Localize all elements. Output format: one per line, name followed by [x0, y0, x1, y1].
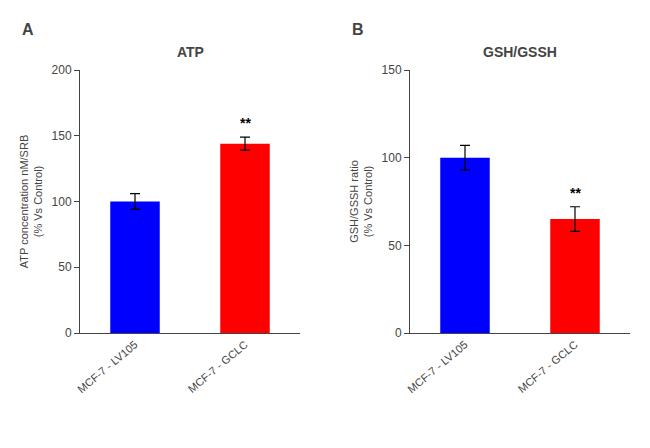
- svg-text:50: 50: [388, 239, 402, 253]
- svg-text:ATP concentration nM/SRB(% Vs: ATP concentration nM/SRB(% Vs Control): [18, 135, 44, 268]
- svg-text:MCF-7 - LV105: MCF-7 - LV105: [405, 338, 470, 395]
- svg-text:100: 100: [382, 151, 402, 165]
- svg-text:50: 50: [58, 260, 72, 274]
- svg-text:150: 150: [52, 129, 72, 143]
- svg-text:100: 100: [52, 195, 72, 209]
- svg-text:0: 0: [395, 326, 402, 340]
- svg-text:GSH/GSSH ratio(% Vs Control): GSH/GSSH ratio(% Vs Control): [348, 160, 374, 243]
- svg-text:MCF-7 - GCLC: MCF-7 - GCLC: [515, 338, 579, 395]
- svg-text:B: B: [352, 21, 364, 38]
- svg-text:200: 200: [52, 63, 72, 77]
- svg-text:**: **: [240, 115, 251, 131]
- svg-text:MCF-7 - LV105: MCF-7 - LV105: [75, 338, 140, 395]
- svg-text:150: 150: [382, 63, 402, 77]
- svg-text:MCF-7 - GCLC: MCF-7 - GCLC: [185, 338, 249, 395]
- svg-text:GSH/GSSH: GSH/GSSH: [483, 44, 557, 60]
- svg-text:0: 0: [65, 326, 72, 340]
- svg-text:**: **: [570, 185, 581, 201]
- svg-text:A: A: [22, 21, 34, 38]
- svg-text:ATP: ATP: [177, 44, 204, 60]
